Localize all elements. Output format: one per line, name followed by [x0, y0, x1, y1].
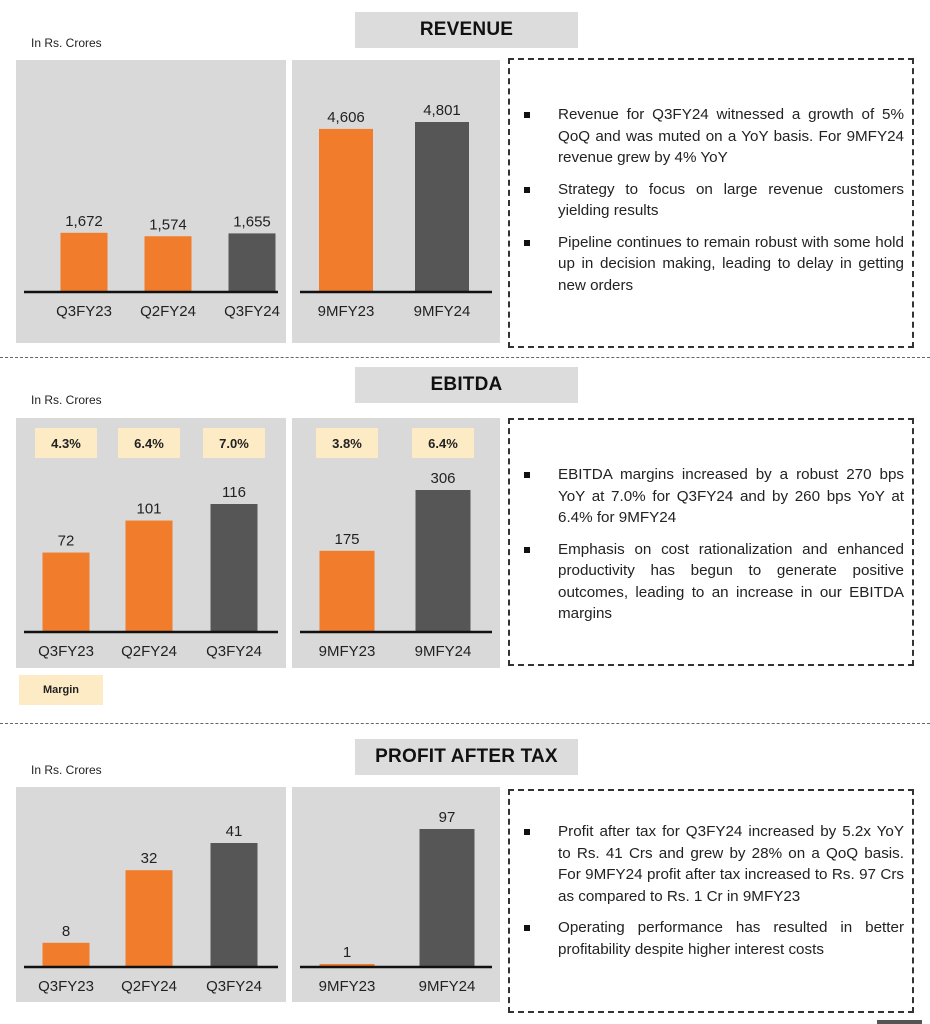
bar-q3fy23	[42, 942, 90, 967]
margin-label: 6.4%	[428, 436, 458, 451]
margin-box	[35, 428, 97, 458]
bar-q2fy24	[144, 236, 192, 292]
revenue-units-label: In Rs. Crores	[31, 36, 102, 50]
data-label: 32	[141, 850, 158, 867]
revenue-title: REVENUE	[355, 12, 578, 48]
category-label: 9MFY24	[414, 303, 471, 320]
data-label: 1,672	[65, 213, 103, 230]
revenue-quarterly-chart: 1,672 Q3FY23 1,574 Q2FY24 1,655 Q3FY24	[16, 60, 286, 343]
pat-9m-chart: 1 9MFY23 97 9MFY24	[292, 787, 500, 1002]
margin-label: 6.4%	[134, 436, 164, 451]
pat-9m-svg: 1 9MFY23 97 9MFY24	[300, 809, 492, 995]
category-label: Q2FY24	[121, 643, 177, 660]
category-label: Q3FY24	[224, 303, 280, 320]
bar-q3fy24	[228, 233, 276, 292]
category-label: 9MFY23	[319, 643, 376, 660]
data-label: 72	[58, 533, 75, 550]
bar-9mfy24	[415, 122, 469, 292]
margin-box	[118, 428, 180, 458]
margin-box	[203, 428, 265, 458]
revenue-quarterly-svg: 1,672 Q3FY23 1,574 Q2FY24 1,655 Q3FY24	[24, 213, 280, 320]
bar-9mfy23	[319, 550, 375, 632]
revenue-9m-svg: 4,606 9MFY23 4,801 9MFY24	[300, 102, 492, 320]
data-label: 175	[334, 531, 359, 548]
category-label: 9MFY23	[318, 303, 375, 320]
bar-q3fy24	[210, 504, 258, 632]
data-label: 1,574	[149, 216, 187, 233]
pat-quarterly-chart: 8 Q3FY23 32 Q2FY24 41 Q3FY24	[16, 787, 286, 1002]
bar-9mfy23	[319, 128, 373, 292]
data-label: 4,801	[423, 102, 461, 119]
pat-bullet-1: Profit after tax for Q3FY24 increased by…	[520, 821, 904, 907]
bar-q2fy24	[125, 870, 173, 967]
category-label: Q3FY23	[56, 303, 112, 320]
bar-9mfy24	[415, 490, 471, 632]
ebitda-bullet-1: EBITDA margins increased by a robust 270…	[520, 464, 904, 529]
bar-q3fy23	[60, 232, 108, 292]
revenue-bullet-1: Revenue for Q3FY24 witnessed a growth of…	[520, 104, 904, 169]
pat-commentary-box: Profit after tax for Q3FY24 increased by…	[508, 789, 914, 1013]
category-label: Q3FY23	[38, 978, 94, 995]
ebitda-quarterly-svg: 72 Q3FY23 4.3% 101 Q2FY24 6.4% 116 Q3FY24 7.0%	[24, 428, 278, 660]
revenue-commentary-box: Revenue for Q3FY24 witnessed a growth of…	[508, 58, 914, 348]
ebitda-title: EBITDA	[355, 367, 578, 403]
category-label: Q2FY24	[140, 303, 196, 320]
revenue-bullet-3: Pipeline continues to remain robust with…	[520, 232, 904, 297]
data-label: 116	[222, 484, 246, 501]
corner-mark	[877, 1020, 922, 1024]
margin-box	[412, 428, 474, 458]
section-divider-2	[0, 723, 930, 724]
data-label: 97	[439, 809, 456, 826]
section-divider-1	[0, 357, 930, 358]
category-label: Q3FY23	[38, 643, 94, 660]
pat-title: PROFIT AFTER TAX	[355, 739, 578, 775]
ebitda-9m-svg: 175 9MFY23 3.8% 306 9MFY24 6.4%	[300, 428, 492, 660]
data-label: 1	[343, 944, 351, 961]
bar-q2fy24	[125, 520, 173, 632]
pat-quarterly-svg: 8 Q3FY23 32 Q2FY24 41 Q3FY24	[24, 823, 278, 995]
ebitda-bullet-2: Emphasis on cost rationalization and enh…	[520, 539, 904, 625]
bar-q3fy24	[210, 843, 258, 967]
ebitda-units-label: In Rs. Crores	[31, 393, 102, 407]
revenue-bullet-2: Strategy to focus on large revenue custo…	[520, 179, 904, 222]
category-label: Q3FY24	[206, 643, 262, 660]
category-label: 9MFY24	[419, 978, 476, 995]
margin-label: 7.0%	[219, 436, 249, 451]
revenue-9m-chart: 4,606 9MFY23 4,801 9MFY24	[292, 60, 500, 343]
category-label: Q3FY24	[206, 978, 262, 995]
bar-9mfy24	[419, 829, 475, 967]
data-label: 1,655	[233, 213, 271, 230]
data-label: 41	[226, 823, 243, 840]
pat-bullet-2: Operating performance has resulted in be…	[520, 917, 904, 960]
bar-9mfy23	[319, 964, 375, 967]
bar-q3fy23	[42, 552, 90, 632]
pat-units-label: In Rs. Crores	[31, 763, 102, 777]
margin-label: 3.8%	[332, 436, 362, 451]
category-label: Q2FY24	[121, 978, 177, 995]
ebitda-quarterly-chart: 72 Q3FY23 4.3% 101 Q2FY24 6.4% 116 Q3FY24 7.0%	[16, 418, 286, 668]
ebitda-9m-chart: 175 9MFY23 3.8% 306 9MFY24 6.4%	[292, 418, 500, 668]
margin-legend: Margin	[19, 675, 103, 705]
data-label: 8	[62, 923, 70, 940]
margin-box	[316, 428, 378, 458]
category-label: 9MFY24	[415, 643, 472, 660]
category-label: 9MFY23	[319, 978, 376, 995]
data-label: 306	[430, 470, 455, 487]
data-label: 101	[136, 501, 161, 518]
data-label: 4,606	[327, 109, 365, 126]
margin-label: 4.3%	[51, 436, 81, 451]
ebitda-commentary-box: EBITDA margins increased by a robust 270…	[508, 418, 914, 666]
